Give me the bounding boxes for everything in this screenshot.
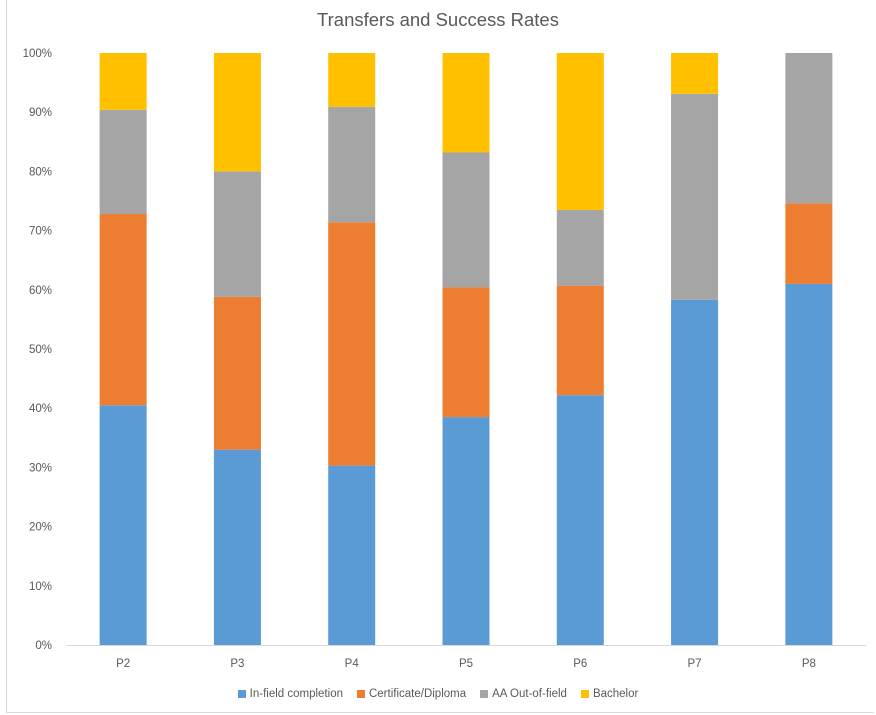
bar-segment bbox=[671, 53, 719, 94]
legend-label: AA Out-of-field bbox=[492, 688, 567, 700]
y-tick-label: 30% bbox=[29, 462, 52, 474]
x-tick-label: P5 bbox=[459, 658, 473, 670]
legend-label: Bachelor bbox=[592, 688, 639, 700]
y-tick-label: 80% bbox=[29, 166, 52, 178]
bar-segment bbox=[556, 209, 604, 286]
bar-segment bbox=[99, 53, 147, 110]
x-axis-labels: P2 P3 P4 P5 P6 P7 P8 bbox=[116, 658, 816, 670]
legend-label: Certificate/Diploma bbox=[368, 688, 467, 700]
bar-segment bbox=[671, 299, 719, 645]
bar-segment bbox=[556, 53, 604, 210]
bar-segment bbox=[556, 395, 604, 645]
bar-segment bbox=[213, 171, 261, 297]
bar-segment bbox=[328, 106, 376, 223]
legend-item: Bachelor bbox=[580, 688, 639, 700]
bars bbox=[99, 53, 833, 645]
legend: In-field completion Certificate/Diploma AA… bbox=[0, 688, 876, 700]
x-tick-label: P8 bbox=[802, 658, 816, 670]
y-axis-labels: 0% 10% 20% 30% 40% 50% 60% 70% 80% 90% 100% bbox=[23, 48, 52, 652]
y-tick-label: 20% bbox=[29, 522, 52, 534]
y-tick-label: 40% bbox=[29, 403, 52, 415]
y-tick-label: 100% bbox=[23, 48, 52, 60]
bar-segment bbox=[442, 152, 490, 288]
bar-segment bbox=[213, 449, 261, 645]
bar-segment bbox=[556, 285, 604, 396]
bar-segment bbox=[328, 53, 376, 107]
bar-segment bbox=[213, 296, 261, 450]
bar-segment bbox=[328, 465, 376, 645]
x-tick-label: P4 bbox=[345, 658, 360, 670]
bar-segment bbox=[99, 405, 147, 645]
chart-frame bbox=[6, 0, 874, 713]
legend-swatch bbox=[356, 690, 365, 698]
bar-segment bbox=[99, 214, 147, 406]
y-tick-label: 90% bbox=[29, 107, 52, 119]
x-tick-label: P7 bbox=[688, 658, 702, 670]
y-tick-label: 0% bbox=[35, 640, 52, 652]
bar-segment bbox=[99, 109, 147, 215]
bar-segment bbox=[442, 417, 490, 645]
chart-title: Transfers and Success Rates bbox=[317, 9, 559, 30]
y-tick-label: 60% bbox=[29, 285, 52, 297]
legend-item: In-field completion bbox=[237, 688, 343, 700]
legend-swatch bbox=[580, 690, 589, 698]
x-tick-label: P3 bbox=[230, 658, 244, 670]
y-tick-label: 10% bbox=[29, 581, 52, 593]
bar-segment bbox=[671, 93, 719, 300]
bar-segment bbox=[442, 287, 490, 418]
bar-segment bbox=[442, 53, 490, 153]
bar-segment bbox=[785, 53, 833, 204]
bar-segment bbox=[213, 53, 261, 172]
legend-item: AA Out-of-field bbox=[480, 688, 567, 700]
legend-label: In-field completion bbox=[249, 688, 343, 700]
legend-swatch bbox=[480, 690, 489, 698]
bar-segment bbox=[785, 203, 833, 284]
x-tick-label: P6 bbox=[573, 658, 587, 670]
legend-swatch bbox=[237, 690, 246, 698]
x-tick-label: P2 bbox=[116, 658, 130, 670]
bar-segment bbox=[328, 222, 376, 466]
y-tick-label: 70% bbox=[29, 226, 52, 238]
legend-item: Certificate/Diploma bbox=[356, 688, 467, 700]
bar-segment bbox=[785, 283, 833, 645]
y-tick-label: 50% bbox=[29, 344, 52, 356]
